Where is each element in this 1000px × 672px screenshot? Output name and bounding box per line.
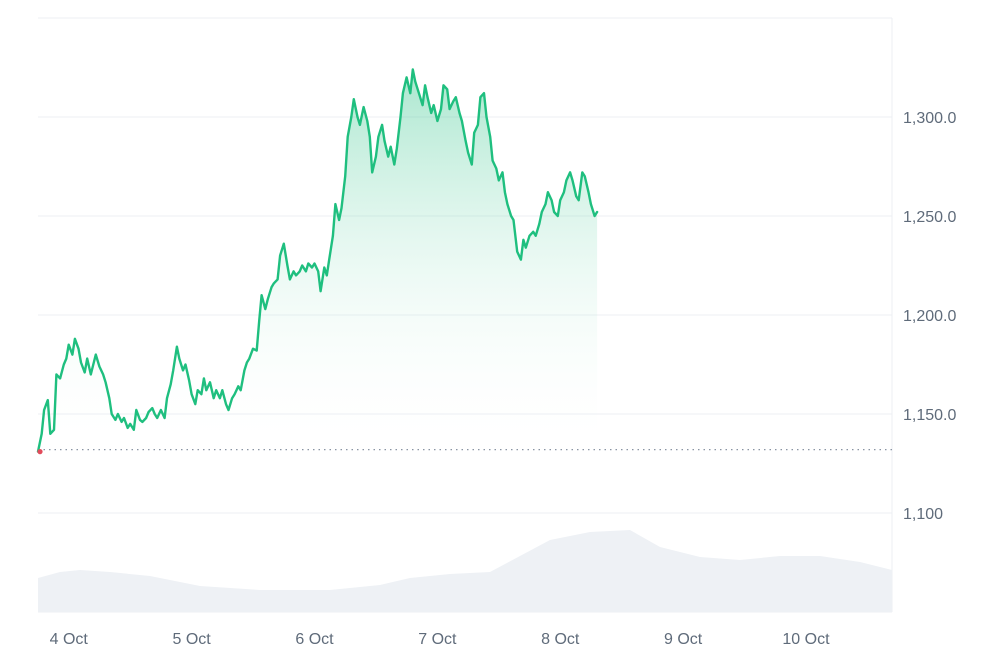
volume-shape	[38, 530, 892, 612]
x-tick-label: 8 Oct	[541, 631, 580, 648]
x-tick-label: 4 Oct	[50, 631, 89, 648]
x-tick-label: 6 Oct	[295, 631, 334, 648]
y-tick-label: 1,100	[903, 506, 943, 523]
volume-area	[38, 530, 892, 612]
y-tick-label: 1,300.0	[903, 110, 956, 127]
x-tick-label: 10 Oct	[782, 631, 830, 648]
price-area-fill	[38, 69, 598, 452]
x-tick-label: 9 Oct	[664, 631, 703, 648]
x-tick-label: 7 Oct	[418, 631, 457, 648]
y-tick-label: 1,150.0	[903, 407, 956, 424]
x-axis-labels: 4 Oct 5 Oct 6 Oct 7 Oct 8 Oct 9 Oct 10 Oct	[50, 631, 831, 648]
x-tick-label: 5 Oct	[172, 631, 211, 648]
y-tick-label: 1,250.0	[903, 209, 956, 226]
price-line	[36, 68, 599, 455]
price-line-path	[36, 68, 599, 453]
price-area	[38, 69, 598, 452]
y-tick-label: 1,200.0	[903, 308, 956, 325]
y-axis-labels: 1,300.0 1,250.0 1,200.0 1,150.0 1,100	[903, 110, 956, 523]
start-marker	[37, 449, 43, 455]
